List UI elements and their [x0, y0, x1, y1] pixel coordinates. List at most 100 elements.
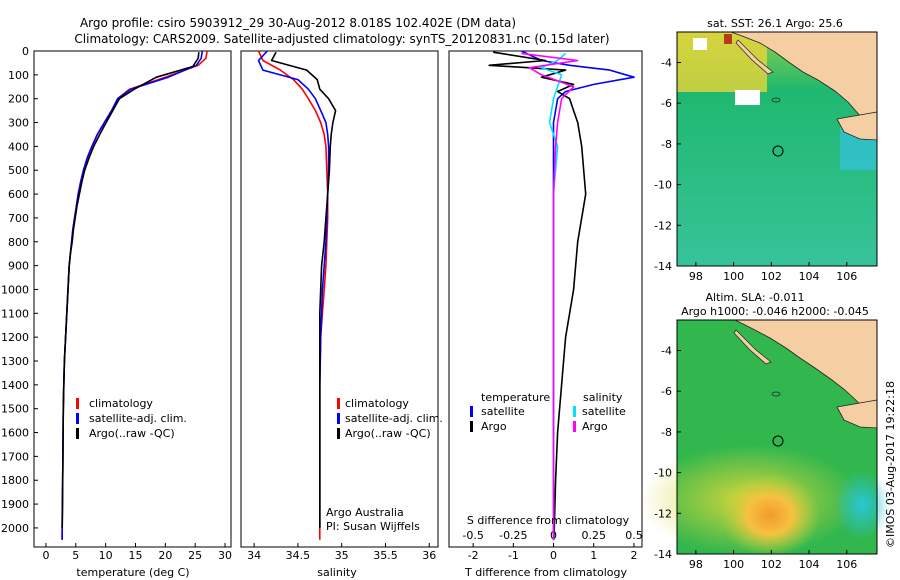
sst-map-lon-label-104: 104 [799, 270, 820, 283]
depth-tick-label-900: 900 [8, 260, 29, 273]
temperature-tick-label-5: 5 [72, 549, 79, 562]
salinity-lines [257, 50, 337, 540]
sla-map-lat-label-12: -12 [654, 507, 672, 520]
legend-swatch-argo [76, 428, 79, 439]
sst-map-lon-label-98: 98 [689, 270, 703, 283]
sst-map-lat-label-10: -10 [654, 179, 672, 192]
depth-tick-label-2000: 2000 [1, 522, 29, 535]
sst-cloud-mask-1 [735, 90, 760, 105]
salinity-panel: 34 34.5 35 35.5 36 climatology satellite-adj… [240, 50, 443, 579]
depth-tick-label-1300: 1300 [1, 355, 29, 368]
sst-warm-patch [677, 32, 767, 92]
legend-temperature-heading: temperature [481, 391, 550, 404]
t-difference-tick-label-1: -1 [508, 549, 519, 562]
figure-title-line1: Argo profile: csiro 5903912_29 30-Aug-20… [80, 16, 516, 30]
depth-tick-label-1500: 1500 [1, 403, 29, 416]
legend-label-argo: Argo(..raw -QC) [89, 427, 175, 440]
sla-map-lon-label-104: 104 [799, 558, 820, 571]
temperature-panel: 0100200300400500600700800900100011001200… [1, 45, 232, 579]
difference-plot-frame [448, 50, 643, 548]
temperature-axis: 0 5 10 15 20 25 30 [42, 543, 232, 562]
temperature-axis-label: temperature (deg C) [76, 566, 189, 579]
temperature-tick-label-10: 10 [99, 549, 113, 562]
difference-lines [488, 50, 635, 540]
sla-cool-eddy [834, 470, 890, 540]
sla-map-lon-label-98: 98 [689, 558, 703, 571]
salinity-legend: climatology satellite-adj. clim. Argo(..… [337, 397, 443, 440]
sla-map-lat-label-4: -4 [661, 345, 672, 358]
legend-swatch-climatology [337, 398, 340, 409]
sla-map-lon-label-102: 102 [761, 558, 782, 571]
sst-map-lat-label-14: -14 [654, 260, 672, 273]
argo-australia-annotation: Argo Australia [326, 506, 404, 519]
salinity-tick-label-35: 35 [335, 549, 349, 562]
sla-island [733, 329, 772, 365]
temperature-tick-label-20: 20 [158, 549, 172, 562]
s-difference-tick-label-0-5: -0.5 [462, 529, 483, 542]
t-difference-axis-label: T difference from climatology [464, 566, 627, 579]
depth-axis: 0 100 200 300 400 500 600 700 800 900 1000 1100 1200… [1, 45, 38, 535]
legend-swatch-t-argo [470, 421, 473, 432]
legend-swatch-satellite-adj [76, 413, 79, 424]
salinity-tick-label-34: 34 [247, 549, 261, 562]
legend-label-argo: Argo(..raw -QC) [345, 427, 431, 440]
sst-map-lat-label-12: -12 [654, 219, 672, 232]
sla-map-title: Altim. SLA: -0.011 [705, 291, 804, 304]
sla-argo-marker [772, 435, 784, 447]
depth-tick-label-1000: 1000 [1, 283, 29, 296]
salinity-tick-label-36: 36 [422, 549, 436, 562]
difference-panel: -2 -1 0 1 2-0.5 -0.25 0 0.25 0.5 temperature sat… [448, 50, 643, 579]
depth-tick-label-0: 0 [22, 45, 29, 58]
timestamp: ©IMOS 03-Aug-2017 19:22:18 [884, 381, 897, 548]
legend-label-satellite-adj: satellite-adj. clim. [89, 412, 187, 425]
t-difference-tick-label-0: 0 [550, 549, 557, 562]
depth-tick-label-1800: 1800 [1, 474, 29, 487]
depth-tick-label-400: 400 [8, 140, 29, 153]
legend-swatch-satellite-adj [337, 413, 340, 424]
temperature-tick-label-25: 25 [188, 549, 202, 562]
legend-swatch-s-satellite [573, 406, 576, 417]
depth-tick-label-300: 300 [8, 117, 29, 130]
sst-map-title: sat. SST: 26.1 Argo: 25.6 [707, 17, 843, 30]
legend-label-t-satellite: satellite [481, 405, 525, 418]
salinity-axis: 34 34.5 35 35.5 36 [247, 543, 436, 562]
t-difference-tick-label-2: -2 [468, 549, 479, 562]
sla-map-lat-label-14: -14 [654, 548, 672, 561]
depth-tick-label-1400: 1400 [1, 379, 29, 392]
figure-title-line2: Climatology: CARS2009. Satellite-adjuste… [74, 32, 609, 46]
sst-map-lat-label-4: -4 [661, 57, 672, 70]
sla-map-lat-label-6: -6 [661, 385, 672, 398]
depth-tick-label-1100: 1100 [1, 307, 29, 320]
sst-map-axes: 98 100 102 104 106 -4 -6 -8 -10 -12 -14 [654, 57, 857, 283]
depth-tick-label-700: 700 [8, 212, 29, 225]
sst-map-lon-label-102: 102 [761, 270, 782, 283]
temperature-tick-label-30: 30 [218, 549, 232, 562]
temperature-lines [61, 50, 208, 540]
s-difference-axis-label: S difference from climatology [467, 514, 630, 527]
legend-swatch-s-argo [573, 421, 576, 432]
legend-swatch-climatology [76, 398, 79, 409]
salinity-tick-label-35-5: 35.5 [373, 549, 398, 562]
legend-label-s-argo: Argo [582, 420, 608, 433]
difference-legend: temperature satellite Argo salinity sate… [470, 391, 626, 433]
difference-line-argo [488, 51, 587, 540]
temperature-tick-label-0: 0 [42, 549, 49, 562]
sla-map-subtitle: Argo h1000: -0.046 h2000: -0.045 [681, 305, 869, 318]
sst-map-panel: sat. SST: 26.1 Argo: 25.6 98 100 102 104 106… [654, 17, 878, 283]
legend-label-s-satellite: satellite [582, 405, 626, 418]
sla-land-java [836, 399, 878, 429]
salinity-axis-label: salinity [317, 566, 357, 579]
s-difference-tick-label-0-5: 0.5 [625, 529, 643, 542]
t-difference-tick-label-2: 2 [630, 549, 637, 562]
legend-label-climatology: climatology [345, 397, 409, 410]
sst-map-lon-label-100: 100 [723, 270, 744, 283]
sst-hot-spot [724, 34, 732, 44]
temperature-tick-label-15: 15 [128, 549, 142, 562]
depth-tick-label-1600: 1600 [1, 427, 29, 440]
salinity-line-argo-raw-qc [270, 51, 337, 528]
t-difference-tick-label-1: 1 [590, 549, 597, 562]
legend-label-climatology: climatology [89, 397, 153, 410]
temperature-legend: climatology satellite-adj. clim. Argo(..… [76, 397, 187, 440]
depth-tick-label-1700: 1700 [1, 450, 29, 463]
sst-map-lat-label-8: -8 [661, 138, 672, 151]
